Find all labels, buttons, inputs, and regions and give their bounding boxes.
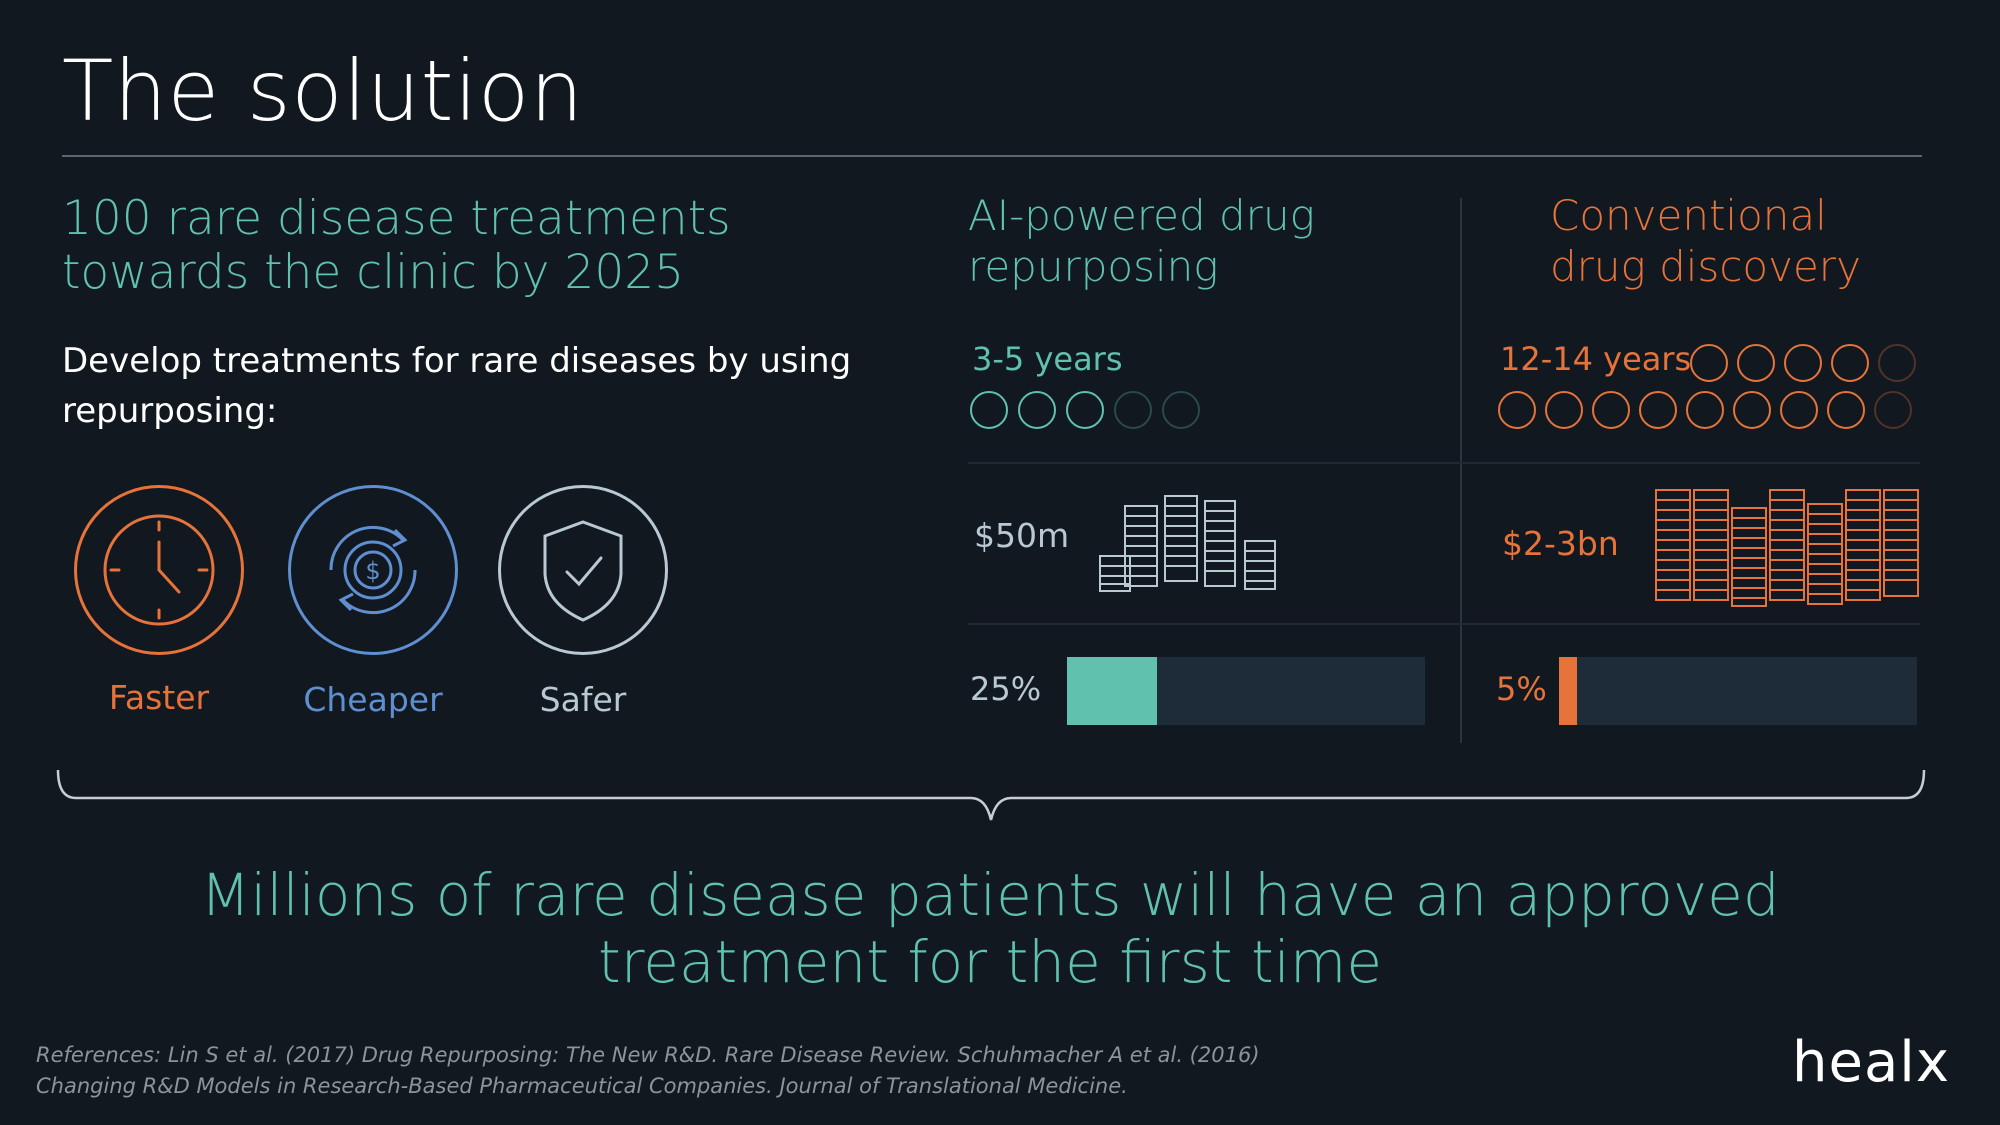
clock-icon — [1733, 391, 1771, 429]
conventional-cost: $2-3bn — [1502, 524, 1619, 563]
clock-icon — [1780, 391, 1818, 429]
clock-icon — [1827, 391, 1865, 429]
clock-icon — [1018, 391, 1056, 429]
row-divider — [968, 623, 1920, 625]
conventional-duration-clocks-top — [1690, 344, 1916, 382]
outcome-statement: Millions of rare disease patients will h… — [200, 861, 1780, 996]
cheaper-badge: $ — [288, 485, 458, 655]
title-divider — [62, 155, 1922, 157]
clock-icon — [1639, 391, 1677, 429]
ai-column-title: AI-powered drug repurposing — [968, 191, 1315, 291]
ai-duration: 3-5 years — [972, 340, 1123, 378]
ai-success-bar-fill — [1067, 657, 1157, 725]
clock-icon — [1592, 391, 1630, 429]
clock-icon — [1498, 391, 1536, 429]
ai-duration-clocks — [970, 391, 1200, 429]
clock-icon — [103, 514, 215, 626]
benefit-label-safer: Safer — [539, 680, 627, 719]
row-divider — [968, 462, 1920, 464]
subheading: Develop treatments for rare diseases by … — [62, 341, 852, 431]
ai-success-bar-track — [1067, 657, 1425, 725]
faster-badge — [74, 485, 244, 655]
safer-badge — [498, 485, 668, 655]
clock-icon — [1545, 391, 1583, 429]
shield-check-icon — [543, 520, 623, 622]
column-divider — [1460, 198, 1462, 743]
conventional-success-rate: 5% — [1496, 670, 1547, 708]
ai-success-rate: 25% — [970, 670, 1042, 708]
headline: 100 rare disease treatments towards the … — [62, 191, 731, 300]
clock-icon — [970, 391, 1008, 429]
healx-logo: healx — [1792, 1030, 1950, 1095]
clock-icon — [1874, 391, 1912, 429]
clock-icon — [1690, 344, 1728, 382]
conventional-success-bar-track — [1559, 657, 1917, 725]
clock-icon — [1878, 344, 1916, 382]
clock-icon — [1686, 391, 1724, 429]
conventional-duration-clocks-bottom — [1498, 391, 1912, 429]
coin-stacks-icon — [1099, 495, 1276, 592]
dollar-cycle-icon: $ — [329, 525, 417, 615]
clock-icon — [1831, 344, 1869, 382]
conventional-column-title: Conventional drug discovery — [1550, 191, 1861, 291]
clock-icon — [1162, 391, 1200, 429]
coin-stacks-large-icon — [1655, 489, 1919, 607]
clock-icon — [1737, 344, 1775, 382]
clock-icon — [1114, 391, 1152, 429]
slide-title: The solution — [62, 42, 584, 140]
references: References: Lin S et al. (2017) Drug Rep… — [36, 1043, 1260, 1098]
benefit-label-faster: Faster — [108, 678, 210, 717]
clock-icon — [1066, 391, 1104, 429]
brace-divider — [56, 769, 1926, 821]
conventional-success-bar-fill — [1559, 657, 1577, 725]
clock-icon — [1784, 344, 1822, 382]
svg-text:$: $ — [365, 557, 380, 585]
conventional-duration: 12-14 years — [1500, 340, 1692, 378]
ai-cost: $50m — [974, 516, 1070, 555]
benefit-label-cheaper: Cheaper — [303, 680, 443, 719]
